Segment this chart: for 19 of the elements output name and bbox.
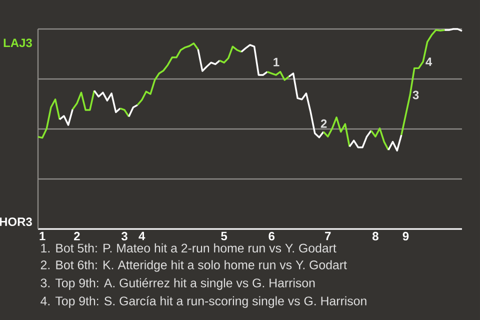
annotation: 4 xyxy=(426,58,432,66)
x-tick-label: 2 xyxy=(74,232,80,240)
annotation: 2 xyxy=(320,119,327,128)
x-tick-label: 4 xyxy=(138,232,146,240)
text: 1. Bot 5th: P. Mateo hit a 2-run home run vs Y. Godart xyxy=(41,243,336,253)
x-tick-label: 3 xyxy=(121,232,128,240)
annotation: 1 xyxy=(274,58,280,66)
x-tick-label: 9 xyxy=(402,232,409,240)
x-tick-label: 7 xyxy=(325,232,331,240)
annotation: 3 xyxy=(412,90,419,100)
x-tick-label: 6 xyxy=(268,232,275,240)
x-tick-label: 8 xyxy=(372,232,378,240)
text: LAJ3 xyxy=(4,38,32,48)
x-tick-label: 5 xyxy=(221,232,228,240)
x-tick-label: 1 xyxy=(40,232,46,240)
text: 3. Top 9th: A. Gutiérrez hit a single vs G. Harrison xyxy=(40,278,315,290)
text: 4. Top 9th: S. García hit a run-scoring single vs G. Harrison xyxy=(40,296,366,308)
text: HOR3 xyxy=(0,218,32,226)
text: 2. Bot 6th: K. Atteridge hit a solo home run vs Y. Godart xyxy=(40,260,347,272)
